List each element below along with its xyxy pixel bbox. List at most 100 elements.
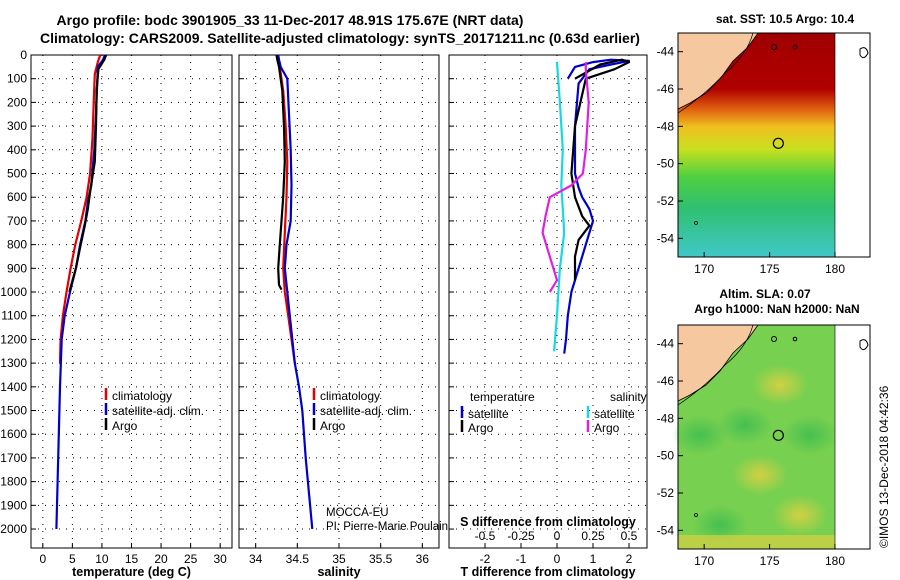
x-tick-label: 0	[554, 552, 561, 566]
x2-tick-label: 0.25	[581, 529, 605, 543]
map-frame	[677, 32, 871, 258]
plot-frame	[448, 54, 648, 549]
chatham-islands	[792, 336, 798, 342]
y-tick-label: 600	[7, 190, 27, 204]
y-tick-label: 2000	[0, 522, 27, 536]
legend-label-0: climatology	[112, 389, 172, 403]
sla-anomaly	[752, 365, 808, 405]
chatham-islands	[792, 44, 798, 50]
map-title: sat. SST: 10.5 Argo: 10.4	[716, 12, 855, 26]
series-line-3	[541, 62, 590, 293]
legend-label-0: satellite	[468, 407, 509, 421]
y-tick-label: 700	[7, 214, 27, 228]
islands-outline	[859, 47, 869, 59]
series-line-1	[570, 58, 631, 281]
sla-anomaly	[672, 415, 728, 455]
temperature-panel: 0 5 10 15 20 25 300100200300400500600700800900…	[0, 48, 233, 579]
x-tick-label: 10	[95, 552, 109, 566]
y-tick-label: 1300	[0, 356, 27, 370]
sla-anomaly	[772, 495, 828, 535]
map-y-tick-label: -50	[657, 449, 675, 463]
x-axis-label: T difference from climatology	[460, 565, 635, 579]
y-tick-label: 1400	[0, 380, 27, 394]
plot-frame	[30, 54, 233, 549]
sla-anomaly-band	[678, 535, 835, 549]
map-x-tick-label: 170	[694, 554, 714, 568]
y-tick-label: 1700	[0, 451, 27, 465]
sla-anomaly	[732, 455, 788, 495]
legend-label-2: Argo	[112, 419, 138, 433]
map-y-tick-label: -48	[657, 411, 675, 425]
y-tick-label: 500	[7, 167, 27, 181]
argo-float-marker	[772, 137, 784, 149]
title-line-1: Argo profile: bodc 3901905_33 11-Dec-201…	[57, 12, 524, 28]
y-tick-label: 400	[7, 143, 27, 157]
x2-tick-label: 0	[554, 529, 561, 543]
small-island	[694, 221, 698, 225]
depth-contour	[677, 32, 754, 114]
map-y-tick-label: -44	[657, 45, 675, 59]
series-line-2	[68, 54, 108, 293]
x-axis-label: temperature (deg C)	[72, 565, 191, 579]
y-tick-label: 300	[7, 119, 27, 133]
salinity-panel: 34 34.5 35 35.5 36 salinity climatologysatelli…	[238, 54, 440, 579]
map-subtitle: Argo h1000: NaN h2000: NaN	[694, 302, 859, 316]
y-tick-label: 0	[20, 48, 27, 62]
chatham-islands	[771, 336, 777, 342]
no-data-strip	[834, 324, 871, 550]
map-y-tick-label: -46	[657, 374, 675, 388]
x2-tick-label: -0.25	[507, 529, 535, 543]
sla-map: 170 175 180 -44 -46 -48 -50 -52 -54 Altim. SLA: 0…	[657, 287, 871, 568]
legend-label-0: climatology	[320, 389, 380, 403]
map-x-tick-label: 180	[825, 554, 845, 568]
sla-anomaly	[717, 405, 773, 445]
map-x-tick-label: 170	[694, 262, 714, 276]
land-new-zealand	[677, 32, 759, 110]
legend-label-3: Argo	[594, 421, 620, 435]
land-new-zealand	[677, 324, 759, 402]
x-tick-label: 0	[39, 552, 46, 566]
map-title: Altim. SLA: 0.07	[719, 287, 811, 301]
map-y-tick-label: -52	[657, 194, 675, 208]
map-frame	[677, 324, 871, 550]
y-tick-label: 1100	[1, 309, 27, 323]
x-tick-label: 35.5	[369, 552, 393, 566]
x-tick-label: 5	[69, 552, 76, 566]
x-tick-label: 15	[125, 552, 139, 566]
x-tick-label: 30	[213, 552, 227, 566]
series-line-0	[58, 54, 102, 364]
chatham-islands	[771, 44, 777, 50]
x-tick-label: 25	[184, 552, 198, 566]
map-y-tick-label: -50	[657, 157, 675, 171]
plot-frame	[238, 54, 440, 549]
sla-anomaly	[782, 415, 838, 455]
legend-label-1: Argo	[468, 421, 494, 435]
legend-group-salinity: salinity	[610, 390, 647, 404]
y-tick-label: 1200	[0, 332, 27, 346]
x-tick-label: 36	[416, 552, 430, 566]
no-data-strip	[834, 32, 871, 258]
map-y-tick-label: -52	[657, 486, 675, 500]
map-x-tick-label: 175	[760, 262, 780, 276]
map-y-tick-label: -44	[657, 337, 675, 351]
x2-tick-label: -0.5	[475, 529, 496, 543]
y-tick-label: 200	[7, 95, 27, 109]
y-tick-label: 1800	[0, 475, 27, 489]
x-axis-label: salinity	[317, 565, 360, 579]
x-tick-label: 2	[626, 552, 633, 566]
small-island	[694, 513, 698, 517]
x-tick-label: 34.5	[286, 552, 310, 566]
map-y-tick-label: -46	[657, 82, 675, 96]
y-tick-label: 1000	[0, 285, 27, 299]
legend-group-temperature: temperature	[470, 390, 535, 404]
difference-panel: -2 -1 0 1 2T difference from climatology -0.5…	[448, 54, 648, 579]
y-tick-label: 100	[7, 72, 27, 86]
title-line-2: Climatology: CARS2009. Satellite-adjuste…	[40, 30, 640, 46]
credit-line-1: MOCCA-EU	[326, 507, 389, 519]
argo-float-marker	[772, 429, 784, 441]
legend-label-2: Argo	[320, 419, 346, 433]
x-tick-label: -2	[480, 552, 491, 566]
sst-map: 170 175 180 -44 -46 -48 -50 -52 -54 sat. SST: 10.…	[657, 12, 871, 276]
y-tick-label: 1500	[0, 404, 27, 418]
